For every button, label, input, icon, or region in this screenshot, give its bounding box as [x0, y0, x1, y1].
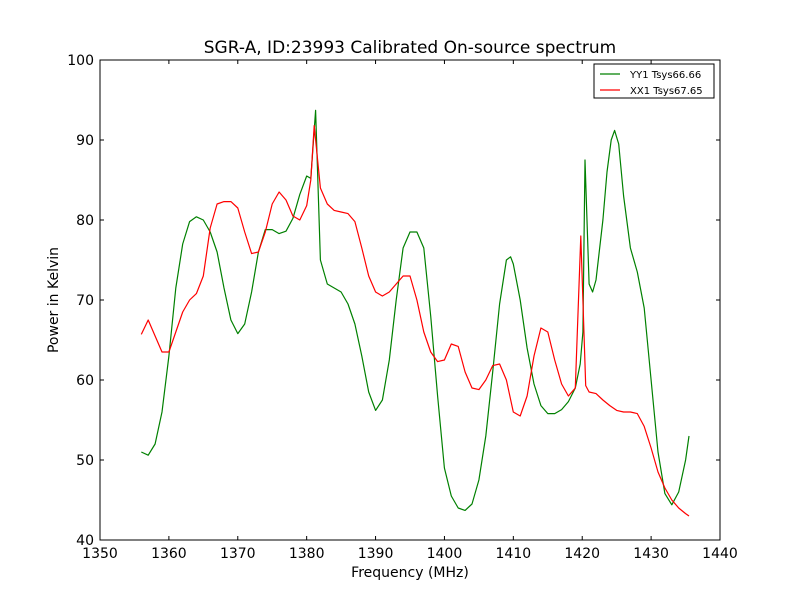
plot-frame [99, 59, 721, 541]
y-axis-label: Power in Kelvin [46, 247, 62, 353]
y-tick-label: 40 [76, 533, 94, 549]
x-tick-label: 1410 [496, 546, 532, 562]
y-tick-label: 100 [67, 53, 94, 69]
y-tick-label: 70 [76, 293, 94, 309]
x-tick-label: 1350 [82, 546, 118, 562]
legend: YY1 Tsys66.66 XX1 Tsys67.65 [593, 63, 715, 99]
chart-title: SGR-A, ID:23993 Calibrated On-source spe… [204, 38, 616, 58]
x-tick-label: 1430 [633, 546, 669, 562]
x-tick-label: 1390 [358, 546, 394, 562]
y-tick-label: 90 [76, 133, 94, 149]
y-tick-label: 80 [76, 213, 94, 229]
x-tick-label: 1400 [427, 546, 463, 562]
y-tick-label: 50 [76, 453, 94, 469]
x-tick-label: 1360 [151, 546, 187, 562]
x-tick-label: 1370 [220, 546, 256, 562]
legend-label: YY1 Tsys66.66 [629, 70, 701, 81]
axis-ticks: 1350 1360 1370 1380 1390 1400 1410 1420 1430 1440… [67, 53, 738, 562]
x-tick-label: 1440 [702, 546, 738, 562]
series-line-xx1 [140, 125, 690, 517]
legend-label: XX1 Tsys67.65 [630, 86, 703, 97]
y-tick-label: 60 [76, 373, 94, 389]
x-tick-label: 1420 [564, 546, 600, 562]
series-layer [140, 109, 690, 517]
x-axis-label: Frequency (MHz) [351, 565, 469, 581]
x-tick-label: 1380 [289, 546, 325, 562]
legend-box [593, 63, 715, 99]
